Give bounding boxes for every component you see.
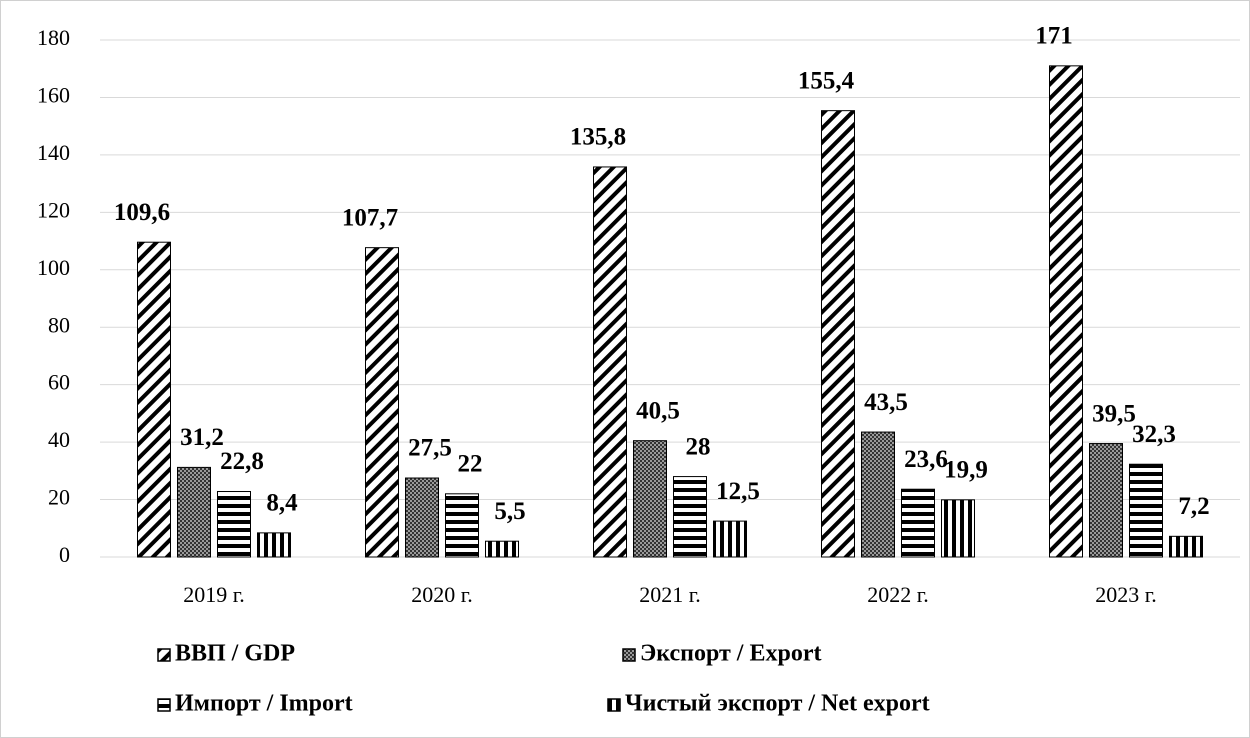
value-label: 155,4 — [798, 67, 855, 94]
bar — [1049, 65, 1083, 558]
bar — [405, 477, 439, 558]
legend-label: ВВП / GDP — [175, 641, 295, 667]
value-label: 27,5 — [408, 435, 452, 462]
value-label: 8,4 — [266, 490, 298, 517]
value-label: 28 — [686, 433, 711, 460]
value-label: 171 — [1035, 23, 1073, 50]
value-label: 135,8 — [570, 124, 626, 151]
bar — [1169, 535, 1203, 558]
bar — [861, 431, 895, 558]
y-tick-label: 60 — [48, 370, 70, 395]
legend-swatch — [157, 698, 171, 712]
value-label: 23,6 — [904, 446, 948, 473]
bar — [257, 532, 291, 558]
bar — [633, 440, 667, 558]
legend-swatch — [622, 648, 636, 662]
y-tick-label: 180 — [37, 25, 70, 50]
bar — [673, 476, 707, 558]
bar — [137, 241, 171, 558]
y-tick-label: 100 — [37, 255, 70, 280]
bar — [901, 488, 935, 558]
x-tick-label: 2020 г. — [411, 582, 473, 607]
bar — [217, 491, 251, 558]
value-label: 109,6 — [114, 199, 170, 226]
y-tick-label: 0 — [59, 542, 70, 567]
y-tick-label: 120 — [37, 197, 70, 222]
legend-label: Экспорт / Export — [640, 641, 821, 667]
value-label: 107,7 — [342, 204, 398, 231]
bar — [941, 499, 975, 558]
y-tick-label: 160 — [37, 82, 70, 107]
legend-swatch — [607, 698, 621, 712]
bar — [445, 493, 479, 558]
y-tick-label: 20 — [48, 485, 70, 510]
bar — [821, 110, 855, 558]
y-tick-label: 140 — [37, 140, 70, 165]
value-label: 5,5 — [494, 498, 525, 525]
value-label: 32,3 — [1132, 421, 1176, 448]
value-label: 43,5 — [864, 389, 908, 416]
y-tick-label: 80 — [48, 312, 70, 337]
bar — [365, 247, 399, 558]
legend-label: Чистый экспорт / Net export — [625, 691, 930, 717]
bar — [485, 540, 519, 558]
value-label: 12,5 — [716, 478, 760, 505]
legend-swatch — [157, 648, 171, 662]
x-tick-label: 2021 г. — [639, 582, 701, 607]
value-label: 39,5 — [1092, 400, 1136, 427]
bar — [177, 466, 211, 558]
x-tick-label: 2022 г. — [867, 582, 929, 607]
legend-label: Импорт / Import — [175, 691, 353, 717]
value-label: 7,2 — [1178, 493, 1209, 520]
x-tick-label: 2019 г. — [183, 582, 245, 607]
value-label: 40,5 — [636, 397, 680, 424]
value-label: 19,9 — [944, 457, 988, 484]
bar — [1129, 463, 1163, 558]
x-tick-label: 2023 г. — [1095, 582, 1157, 607]
y-tick-label: 40 — [48, 427, 70, 452]
value-label: 22,8 — [220, 448, 264, 475]
bar — [1089, 443, 1123, 558]
bar — [593, 166, 627, 558]
bar — [713, 520, 747, 558]
value-label: 22 — [458, 451, 483, 478]
value-label: 31,2 — [180, 424, 224, 451]
